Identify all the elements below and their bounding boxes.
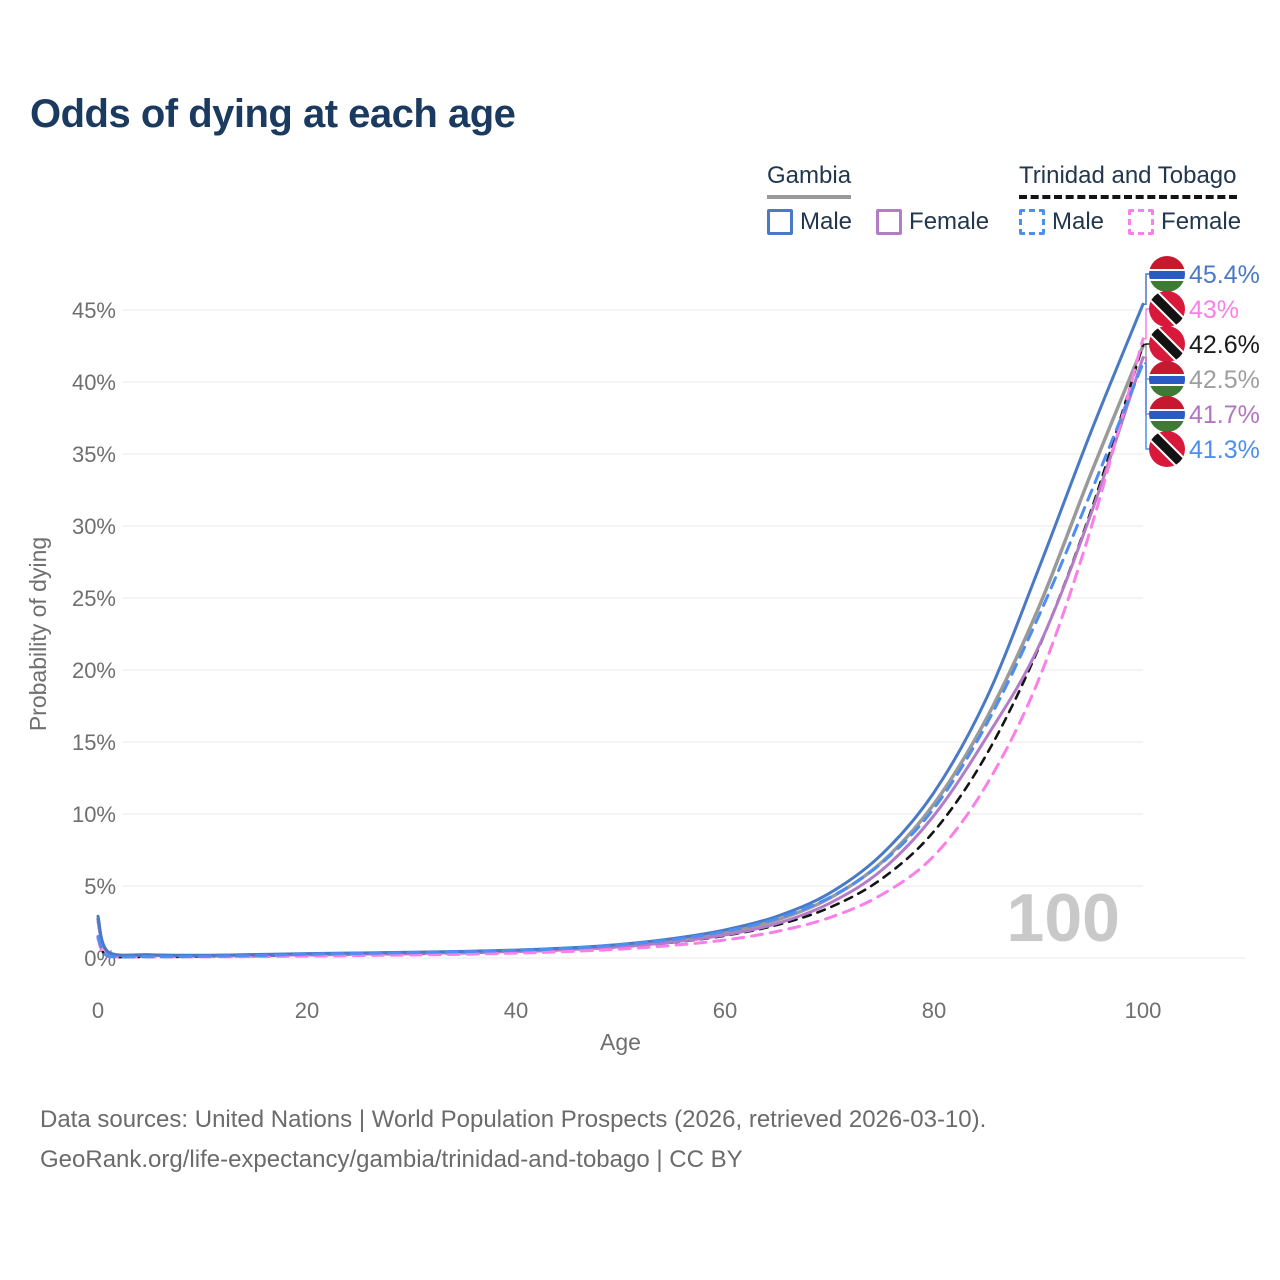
x-tick-label: 100	[1125, 998, 1162, 1023]
data-source-line: Data sources: United Nations | World Pop…	[40, 1106, 987, 1133]
attribution-line: GeoRank.org/life-expectancy/gambia/trini…	[40, 1146, 743, 1173]
x-tick-label: 60	[713, 998, 737, 1023]
y-tick-label: 40%	[72, 370, 116, 395]
data-source-footer: Data sources: United Nations | World Pop…	[40, 1100, 986, 1180]
legend-label: Male	[800, 208, 853, 235]
legend-country-gambia[interactable]: Gambia	[767, 162, 852, 199]
end-value-label: 41.7%	[1189, 401, 1260, 429]
legend-label: Male	[1052, 208, 1105, 235]
trinidad-and-tobago-flag-icon	[1149, 431, 1185, 467]
end-value-label: 42.5%	[1189, 366, 1260, 394]
end-value-label: 41.3%	[1189, 436, 1260, 464]
series-line-trinidad-and-tobago-male[interactable]	[96, 361, 1145, 959]
y-axis-title: Probability of dying	[25, 537, 51, 731]
y-tick-label: 30%	[72, 514, 116, 539]
x-tick-label: 20	[295, 998, 319, 1023]
y-tick-label: 20%	[72, 658, 116, 683]
tt-female-swatch-icon	[1128, 209, 1155, 235]
legend-country-trinidad-and-tobago[interactable]: Trinidad and Tobago	[1019, 162, 1237, 199]
series-line-gambia-female[interactable]	[96, 356, 1145, 958]
y-tick-label: 35%	[72, 442, 116, 467]
legend-item-tt-female[interactable]: Female	[1128, 208, 1241, 236]
gambia-flag-icon	[1149, 256, 1185, 292]
y-tick-label: 15%	[72, 730, 116, 755]
y-tick-label: 10%	[72, 802, 116, 827]
x-tick-label: 40	[504, 998, 528, 1023]
end-value-label: 42.6%	[1189, 331, 1260, 359]
x-tick-label: 0	[92, 998, 104, 1023]
legend-item-gambia-male[interactable]: Male	[767, 208, 852, 236]
x-tick-label: 80	[922, 998, 946, 1023]
age-counter-watermark: 100	[1007, 880, 1120, 956]
gambia-female-swatch-icon	[876, 209, 903, 235]
legend-item-tt-male[interactable]: Male	[1019, 208, 1104, 236]
series-line-trinidad-and-tobago[interactable]	[96, 343, 1145, 959]
tt-male-swatch-icon	[1019, 209, 1045, 235]
legend-label: Female	[1161, 208, 1242, 235]
x-axis-title: Age	[600, 1029, 641, 1055]
end-value-label: 45.4%	[1189, 261, 1260, 289]
legend-group-trinidad-and-tobago: Trinidad and Tobago Male Female	[1019, 162, 1241, 236]
legend-group-gambia: Gambia Male Female	[767, 162, 989, 236]
series-line-gambia-male[interactable]	[96, 302, 1145, 957]
gambia-flag-icon	[1149, 361, 1185, 397]
legend-label: Female	[909, 208, 990, 235]
trinidad-and-tobago-flag-icon	[1149, 291, 1185, 327]
series-line-gambia[interactable]	[96, 344, 1145, 958]
page-title: Odds of dying at each age	[30, 92, 516, 136]
end-value-label: 43%	[1189, 296, 1239, 324]
series-line-trinidad-and-tobago-female[interactable]	[96, 337, 1145, 959]
gambia-male-swatch-icon	[767, 209, 793, 235]
y-tick-label: 25%	[72, 586, 116, 611]
y-tick-label: 45%	[72, 298, 116, 323]
y-tick-label: 5%	[84, 874, 116, 899]
gambia-flag-icon	[1149, 396, 1185, 432]
legend-item-gambia-female[interactable]: Female	[876, 208, 989, 236]
trinidad-and-tobago-flag-icon	[1149, 326, 1185, 362]
